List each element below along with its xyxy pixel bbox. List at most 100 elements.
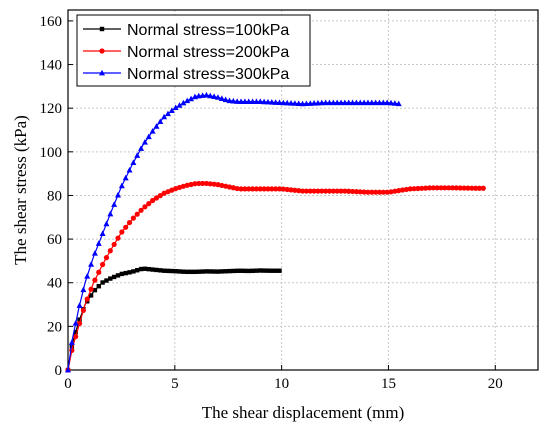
data-point — [76, 302, 83, 308]
data-point — [326, 188, 333, 194]
data-point — [196, 269, 201, 274]
data-point — [84, 296, 90, 302]
data-point — [295, 100, 302, 106]
data-point — [307, 188, 313, 194]
data-point — [196, 180, 202, 187]
x-tick-label: 0 — [64, 376, 72, 392]
legend-label: Normal stress=100kPa — [127, 22, 289, 39]
data-point — [318, 99, 325, 106]
data-point — [249, 186, 256, 192]
x-tick-label: 5 — [171, 376, 179, 392]
data-point — [214, 94, 221, 100]
data-point — [273, 186, 279, 192]
data-point — [115, 235, 121, 241]
data-point — [227, 268, 232, 274]
data-point — [269, 186, 275, 192]
data-point — [184, 97, 191, 104]
data-point — [192, 269, 198, 275]
data-point — [158, 268, 163, 273]
data-point — [123, 224, 129, 230]
x-tick-label: 15 — [381, 376, 396, 392]
data-point — [130, 159, 137, 165]
data-point — [380, 99, 387, 106]
data-point — [334, 188, 340, 194]
data-point — [372, 99, 379, 106]
data-point — [388, 189, 394, 195]
data-point — [368, 99, 375, 106]
data-point — [231, 268, 236, 274]
data-point — [203, 180, 210, 187]
data-point — [465, 185, 471, 191]
data-point — [114, 191, 121, 198]
data-point — [380, 189, 386, 195]
data-point — [80, 286, 87, 293]
data-point — [173, 269, 178, 274]
y-axis-title: The shear stress (kPa) — [11, 115, 30, 265]
data-point — [272, 99, 279, 105]
data-point — [322, 99, 329, 106]
data-point — [188, 95, 195, 102]
data-point — [411, 186, 417, 192]
data-point — [96, 269, 102, 275]
data-point — [119, 229, 125, 235]
series-line — [67, 94, 400, 371]
data-point — [153, 123, 160, 129]
data-point — [261, 98, 268, 105]
data-point — [241, 98, 248, 105]
data-point — [476, 185, 483, 191]
data-point — [342, 188, 348, 194]
data-point — [185, 269, 190, 275]
data-point — [92, 277, 98, 283]
data-point — [346, 188, 352, 194]
legend-item: Normal stress=200kPa — [83, 44, 289, 61]
data-point — [142, 266, 148, 271]
data-point — [203, 91, 210, 98]
data-point — [242, 186, 248, 192]
data-point — [134, 211, 140, 217]
data-point — [96, 284, 101, 289]
legend-item: Normal stress=300kPa — [83, 66, 289, 83]
data-point — [250, 268, 255, 274]
data-point — [449, 185, 456, 191]
data-point — [330, 188, 336, 194]
data-point — [376, 189, 383, 195]
data-point — [127, 270, 132, 275]
data-point — [299, 100, 306, 107]
data-point — [388, 99, 395, 106]
data-point — [211, 93, 218, 99]
legend-item: Normal stress=100kPa — [83, 22, 289, 39]
data-point — [204, 269, 209, 274]
data-point — [218, 95, 225, 101]
data-point — [254, 268, 259, 273]
legend-marker — [99, 69, 105, 76]
data-point — [353, 189, 360, 195]
data-point — [77, 317, 82, 322]
data-point — [111, 241, 117, 248]
data-point — [181, 269, 186, 274]
data-point — [261, 186, 267, 192]
data-point — [280, 186, 286, 192]
series-3 — [65, 91, 402, 373]
data-point — [146, 201, 152, 207]
data-point — [326, 99, 333, 106]
data-point — [200, 269, 205, 274]
series-line — [67, 267, 280, 371]
y-tick-label: 0 — [55, 363, 63, 379]
data-point — [115, 273, 121, 278]
data-point — [403, 186, 409, 193]
data-point — [215, 269, 221, 274]
data-point — [299, 188, 306, 194]
legend: Normal stress=100kPa Normal stress=200kPa… — [76, 14, 311, 87]
data-point — [111, 201, 118, 207]
data-point — [88, 286, 94, 292]
data-point — [246, 186, 252, 192]
data-point — [361, 99, 368, 106]
data-point — [392, 188, 398, 194]
data-point — [177, 269, 182, 274]
data-point — [469, 185, 475, 191]
data-point — [273, 268, 278, 273]
data-point — [111, 274, 117, 280]
data-point — [91, 250, 98, 256]
data-point — [226, 97, 233, 104]
